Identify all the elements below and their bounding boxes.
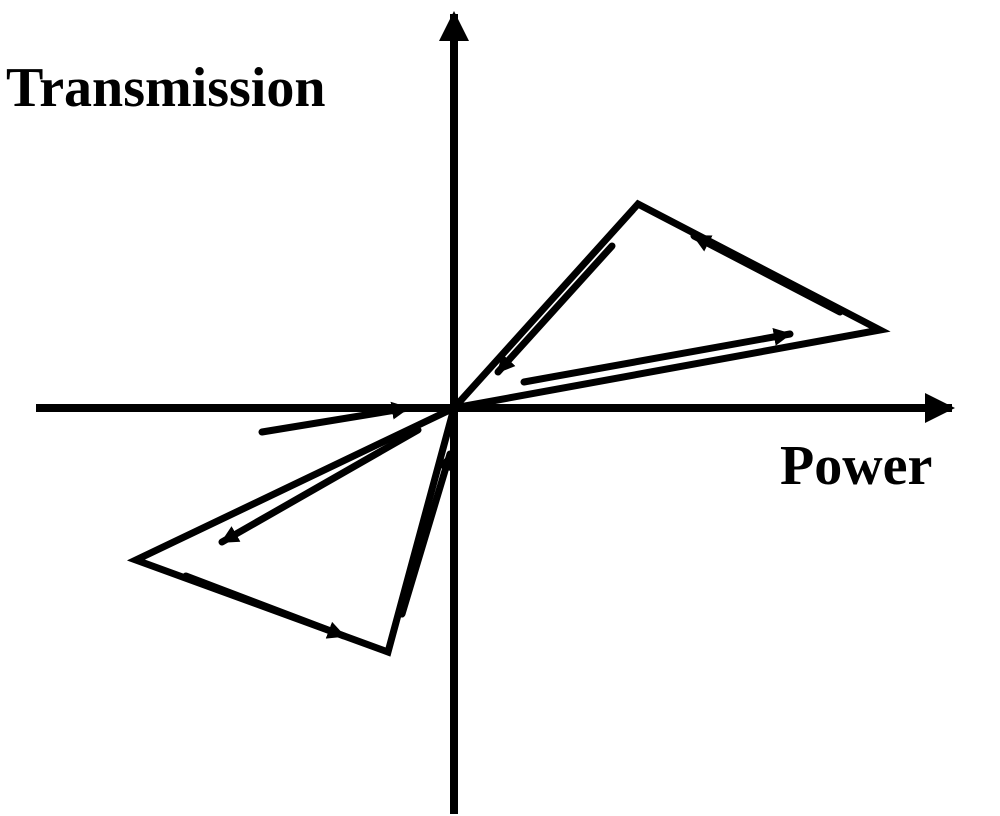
direction-arrow-1 — [694, 236, 840, 312]
direction-arrow-5 — [402, 454, 450, 614]
hysteresis-loop-upper — [454, 204, 880, 408]
x-axis-label: Power — [780, 434, 932, 498]
diagram-stage: Transmission Power — [0, 0, 1000, 816]
direction-arrow-0 — [524, 334, 790, 382]
y-axis-label: Transmission — [6, 56, 325, 120]
direction-arrow-4 — [186, 576, 344, 636]
direction-arrow-2 — [498, 246, 612, 372]
diagram-svg — [0, 0, 1000, 816]
direction-arrow-3 — [222, 430, 418, 542]
